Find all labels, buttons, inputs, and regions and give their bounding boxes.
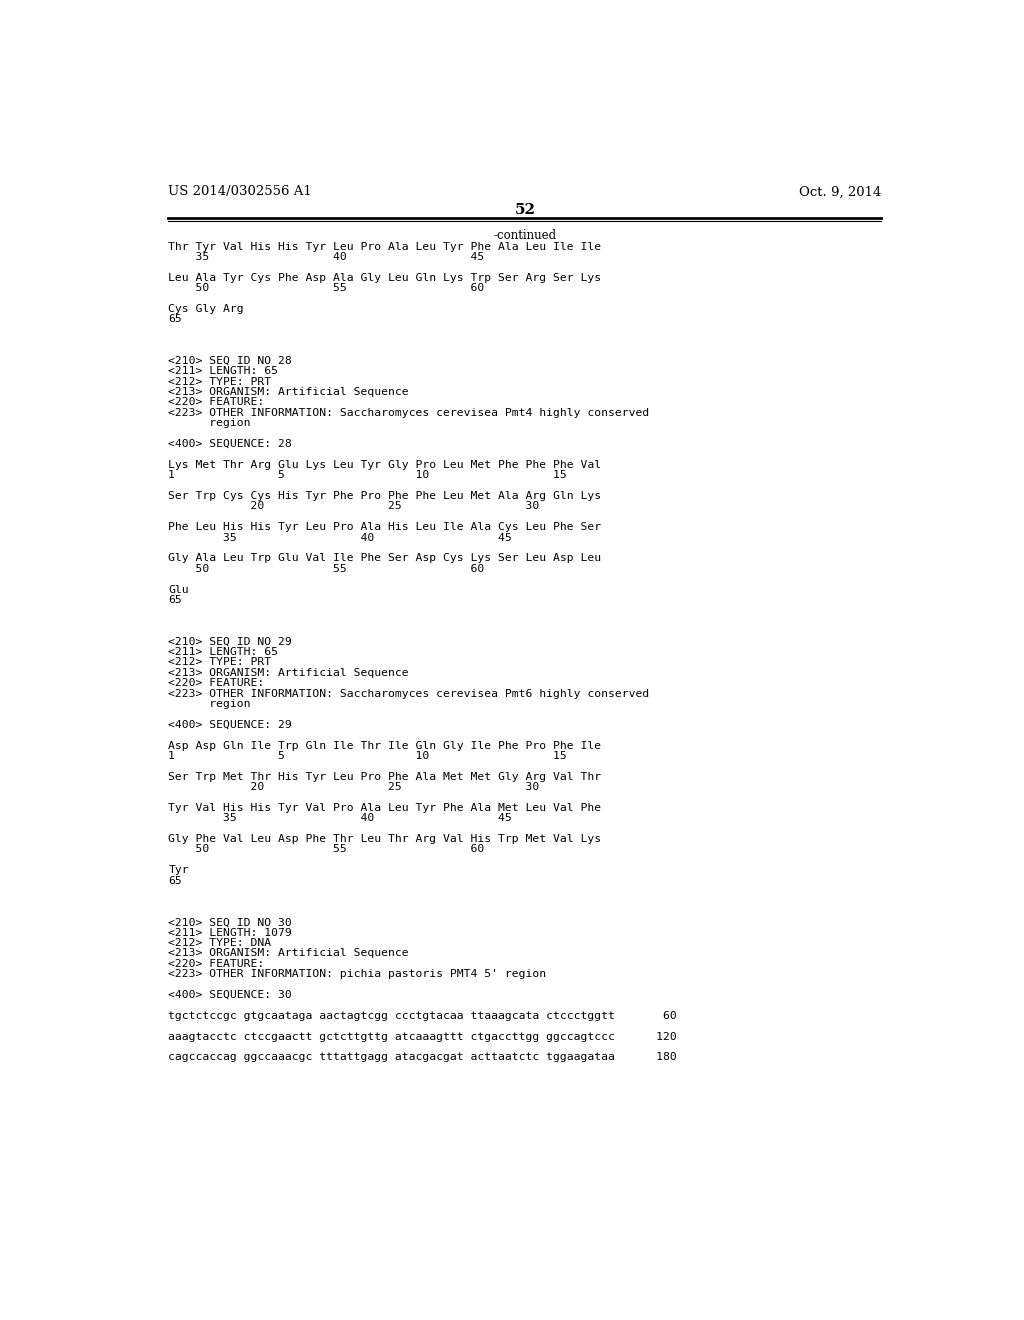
- Text: Asp Asp Gln Ile Trp Gln Ile Thr Ile Gln Gly Ile Phe Pro Phe Ile: Asp Asp Gln Ile Trp Gln Ile Thr Ile Gln …: [168, 741, 601, 751]
- Text: 35                  40                  45: 35 40 45: [168, 533, 512, 543]
- Text: 50                  55                  60: 50 55 60: [168, 845, 484, 854]
- Text: Gly Ala Leu Trp Glu Val Ile Phe Ser Asp Cys Lys Ser Leu Asp Leu: Gly Ala Leu Trp Glu Val Ile Phe Ser Asp …: [168, 553, 601, 564]
- Text: <212> TYPE: PRT: <212> TYPE: PRT: [168, 376, 271, 387]
- Text: <212> TYPE: DNA: <212> TYPE: DNA: [168, 939, 271, 948]
- Text: Oct. 9, 2014: Oct. 9, 2014: [799, 185, 882, 198]
- Text: <220> FEATURE:: <220> FEATURE:: [168, 958, 264, 969]
- Text: region: region: [168, 700, 251, 709]
- Text: <220> FEATURE:: <220> FEATURE:: [168, 397, 264, 408]
- Text: tgctctccgc gtgcaataga aactagtcgg ccctgtacaa ttaaagcata ctccctggtt       60: tgctctccgc gtgcaataga aactagtcgg ccctgta…: [168, 1011, 677, 1020]
- Text: <223> OTHER INFORMATION: Saccharomyces cerevisea Pmt6 highly conserved: <223> OTHER INFORMATION: Saccharomyces c…: [168, 689, 649, 698]
- Text: Lys Met Thr Arg Glu Lys Leu Tyr Gly Pro Leu Met Phe Phe Phe Val: Lys Met Thr Arg Glu Lys Leu Tyr Gly Pro …: [168, 459, 601, 470]
- Text: <223> OTHER INFORMATION: pichia pastoris PMT4 5' region: <223> OTHER INFORMATION: pichia pastoris…: [168, 969, 547, 979]
- Text: aaagtacctc ctccgaactt gctcttgttg atcaaagttt ctgaccttgg ggccagtccc      120: aaagtacctc ctccgaactt gctcttgttg atcaaag…: [168, 1032, 677, 1041]
- Text: Ser Trp Cys Cys His Tyr Phe Pro Phe Phe Leu Met Ala Arg Gln Lys: Ser Trp Cys Cys His Tyr Phe Pro Phe Phe …: [168, 491, 601, 502]
- Text: <213> ORGANISM: Artificial Sequence: <213> ORGANISM: Artificial Sequence: [168, 668, 409, 677]
- Text: <400> SEQUENCE: 28: <400> SEQUENCE: 28: [168, 440, 292, 449]
- Text: <223> OTHER INFORMATION: Saccharomyces cerevisea Pmt4 highly conserved: <223> OTHER INFORMATION: Saccharomyces c…: [168, 408, 649, 418]
- Text: <400> SEQUENCE: 30: <400> SEQUENCE: 30: [168, 990, 292, 1001]
- Text: -continued: -continued: [494, 230, 556, 243]
- Text: 20                  25                  30: 20 25 30: [168, 502, 540, 511]
- Text: region: region: [168, 418, 251, 428]
- Text: <210> SEQ ID NO 28: <210> SEQ ID NO 28: [168, 356, 292, 366]
- Text: 65: 65: [168, 875, 182, 886]
- Text: <212> TYPE: PRT: <212> TYPE: PRT: [168, 657, 271, 668]
- Text: 50                  55                  60: 50 55 60: [168, 284, 484, 293]
- Text: 1               5                   10                  15: 1 5 10 15: [168, 470, 567, 480]
- Text: 65: 65: [168, 314, 182, 325]
- Text: Cys Gly Arg: Cys Gly Arg: [168, 304, 244, 314]
- Text: Tyr Val His His Tyr Val Pro Ala Leu Tyr Phe Ala Met Leu Val Phe: Tyr Val His His Tyr Val Pro Ala Leu Tyr …: [168, 803, 601, 813]
- Text: 1               5                   10                  15: 1 5 10 15: [168, 751, 567, 760]
- Text: <210> SEQ ID NO 30: <210> SEQ ID NO 30: [168, 917, 292, 927]
- Text: Tyr: Tyr: [168, 866, 188, 875]
- Text: 65: 65: [168, 595, 182, 605]
- Text: Phe Leu His His Tyr Leu Pro Ala His Leu Ile Ala Cys Leu Phe Ser: Phe Leu His His Tyr Leu Pro Ala His Leu …: [168, 523, 601, 532]
- Text: Glu: Glu: [168, 585, 188, 594]
- Text: Ser Trp Met Thr His Tyr Leu Pro Phe Ala Met Met Gly Arg Val Thr: Ser Trp Met Thr His Tyr Leu Pro Phe Ala …: [168, 772, 601, 781]
- Text: 52: 52: [514, 203, 536, 216]
- Text: 20                  25                  30: 20 25 30: [168, 781, 540, 792]
- Text: <211> LENGTH: 1079: <211> LENGTH: 1079: [168, 928, 292, 937]
- Text: <220> FEATURE:: <220> FEATURE:: [168, 678, 264, 688]
- Text: Gly Phe Val Leu Asp Phe Thr Leu Thr Arg Val His Trp Met Val Lys: Gly Phe Val Leu Asp Phe Thr Leu Thr Arg …: [168, 834, 601, 843]
- Text: <210> SEQ ID NO 29: <210> SEQ ID NO 29: [168, 636, 292, 647]
- Text: 35                  40                  45: 35 40 45: [168, 813, 512, 824]
- Text: <211> LENGTH: 65: <211> LENGTH: 65: [168, 367, 279, 376]
- Text: US 2014/0302556 A1: US 2014/0302556 A1: [168, 185, 312, 198]
- Text: <211> LENGTH: 65: <211> LENGTH: 65: [168, 647, 279, 657]
- Text: <400> SEQUENCE: 29: <400> SEQUENCE: 29: [168, 719, 292, 730]
- Text: <213> ORGANISM: Artificial Sequence: <213> ORGANISM: Artificial Sequence: [168, 387, 409, 397]
- Text: 35                  40                  45: 35 40 45: [168, 252, 484, 261]
- Text: 50                  55                  60: 50 55 60: [168, 564, 484, 574]
- Text: Leu Ala Tyr Cys Phe Asp Ala Gly Leu Gln Lys Trp Ser Arg Ser Lys: Leu Ala Tyr Cys Phe Asp Ala Gly Leu Gln …: [168, 273, 601, 282]
- Text: Thr Tyr Val His His Tyr Leu Pro Ala Leu Tyr Phe Ala Leu Ile Ile: Thr Tyr Val His His Tyr Leu Pro Ala Leu …: [168, 242, 601, 252]
- Text: cagccaccag ggccaaacgc tttattgagg atacgacgat acttaatctc tggaagataa      180: cagccaccag ggccaaacgc tttattgagg atacgac…: [168, 1052, 677, 1063]
- Text: <213> ORGANISM: Artificial Sequence: <213> ORGANISM: Artificial Sequence: [168, 949, 409, 958]
